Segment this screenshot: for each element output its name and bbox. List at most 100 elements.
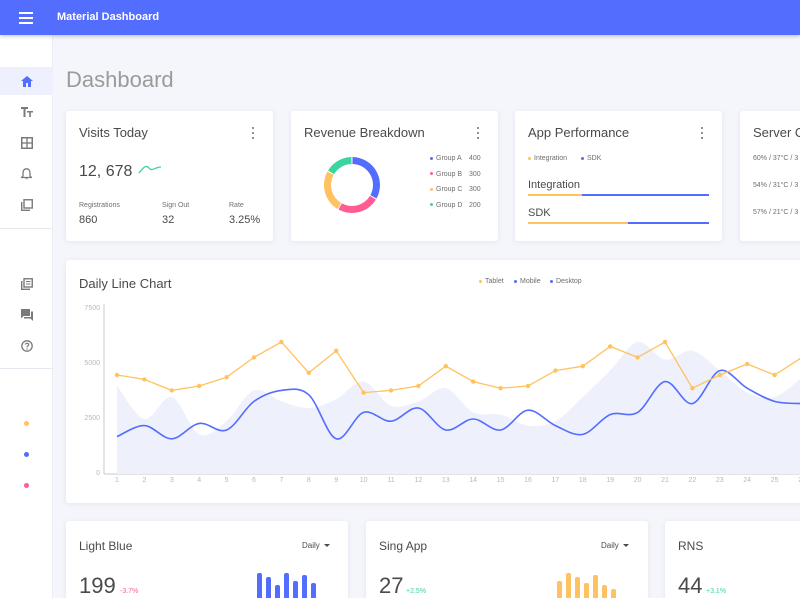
daily-line-chart — [103, 304, 800, 475]
app-title: Material Dashboard — [57, 11, 160, 23]
page-title: Dashboard — [66, 67, 174, 92]
tablet-point — [525, 383, 531, 389]
donut-slice — [352, 157, 380, 199]
tablet-point — [553, 368, 558, 373]
sidebar-dot-yellow[interactable] — [24, 421, 29, 426]
sing-app-card: Sing App Daily 27 +2.5% — [366, 521, 648, 598]
more-options-icon[interactable] — [475, 127, 481, 139]
legend-item: Group C 300 — [430, 186, 481, 193]
tablet-line — [116, 341, 800, 394]
metric-delta: +3.1% — [706, 588, 727, 595]
stat-label: Sign Out — [162, 202, 190, 209]
x-tick-label: 10 — [359, 477, 368, 484]
more-options-icon[interactable] — [699, 127, 705, 139]
tablet-point — [690, 386, 695, 391]
progress-label: SDK — [528, 207, 551, 219]
x-tick-label: 15 — [496, 477, 505, 484]
library-icon — [20, 278, 33, 290]
period-select[interactable]: Daily — [601, 541, 629, 550]
y-tick-label: 2500 — [84, 415, 100, 422]
mini-bar — [611, 589, 616, 598]
x-tick-label: 18 — [578, 477, 587, 484]
card-title: Light Blue — [79, 539, 133, 553]
tablet-point — [608, 344, 613, 349]
x-tick-label: 8 — [306, 477, 311, 484]
sidebar-dot-blue[interactable] — [24, 452, 29, 457]
sidebar-item-dashboard[interactable] — [0, 67, 53, 95]
stat-value: 3.25% — [229, 214, 261, 226]
legend-item: Tablet — [479, 278, 504, 285]
x-tick-label: 22 — [688, 477, 697, 484]
server-row: 54% / 31°C / 3 — [753, 182, 799, 189]
x-tick-label: 3 — [169, 477, 174, 484]
server-overview-card: Server O 60% / 37°C / 3 54% / 31°C / 3 5… — [740, 111, 800, 241]
x-tick-label: 4 — [197, 477, 202, 484]
tablet-point — [662, 339, 668, 345]
x-tick-label: 25 — [770, 477, 779, 484]
x-tick-label: 2 — [142, 477, 147, 484]
mini-bar — [557, 581, 562, 598]
sidebar-item-ui-elements[interactable] — [0, 191, 53, 219]
legend-item: Group D 200 — [430, 202, 481, 209]
x-tick-label: 6 — [252, 477, 256, 484]
stat-label: Rate — [229, 202, 244, 209]
x-tick-label: 1 — [115, 477, 119, 484]
x-tick-label: 12 — [414, 477, 423, 484]
sidebar-item-typography[interactable] — [0, 98, 53, 126]
sdk-progress-bar — [528, 222, 709, 224]
mini-bar — [584, 583, 589, 598]
x-tick-label: 5 — [224, 477, 229, 484]
tablet-point — [169, 388, 174, 393]
tablet-point — [416, 383, 421, 389]
y-tick-label: 0 — [96, 470, 100, 477]
card-title: RNS — [678, 539, 704, 553]
server-row: 60% / 37°C / 3 — [753, 155, 799, 162]
more-options-icon[interactable] — [250, 127, 256, 139]
sidebar-divider — [0, 368, 53, 369]
sidebar-item-notifications[interactable] — [0, 160, 53, 188]
donut-slice — [338, 195, 376, 213]
visits-sparkline — [138, 165, 162, 174]
x-tick-label: 26 — [795, 477, 800, 484]
x-tick-label: 19 — [606, 477, 615, 484]
legend-item: Group B 300 — [430, 171, 481, 178]
tablet-point — [388, 388, 394, 393]
sidebar-item-tables[interactable] — [0, 129, 53, 157]
mini-bar — [275, 585, 280, 598]
x-tick-label: 21 — [661, 477, 669, 484]
sidebar-item-help[interactable] — [0, 332, 53, 360]
metric-value: 44 — [678, 573, 703, 598]
legend-item: Group A 400 — [430, 155, 481, 162]
menu-icon[interactable] — [19, 11, 35, 25]
desktop-area — [117, 341, 800, 474]
tablet-point — [745, 361, 750, 367]
mini-bar — [311, 583, 316, 598]
metric-value: 199 — [79, 573, 116, 598]
card-title: Revenue Breakdown — [304, 125, 425, 140]
sidebar-item-library[interactable] — [0, 270, 53, 298]
notifications-icon — [21, 168, 32, 180]
tablet-point — [772, 372, 777, 378]
donut-slice — [328, 157, 352, 175]
server-row: 57% / 21°C / 3 — [753, 209, 799, 216]
mini-bar — [566, 573, 571, 598]
period-select[interactable]: Daily — [302, 541, 330, 550]
help-icon — [20, 340, 33, 352]
chevron-down-icon — [622, 544, 629, 548]
x-tick-label: 9 — [334, 477, 339, 484]
legend-item: Desktop — [550, 278, 582, 285]
sidebar-dot-pink[interactable] — [24, 483, 29, 488]
legend-item: SDK — [581, 155, 601, 162]
mini-bar — [284, 573, 289, 598]
x-tick-label: 13 — [441, 477, 450, 484]
x-tick-label: 16 — [524, 477, 532, 484]
y-tick-label: 7500 — [84, 305, 100, 312]
card-title: Sing App — [379, 539, 428, 553]
sidebar-item-chat[interactable] — [0, 301, 53, 329]
visits-today-card: Visits Today 12, 678 Registrations 860 S… — [66, 111, 273, 241]
daily-line-chart-card: Daily Line Chart Tablet Mobile Desktop 7… — [66, 260, 800, 503]
tablet-point — [197, 383, 202, 389]
tablet-point — [334, 348, 339, 353]
app-performance-card: App Performance Integration SDK Integrat… — [515, 111, 722, 241]
y-tick-label: 5000 — [84, 360, 100, 367]
